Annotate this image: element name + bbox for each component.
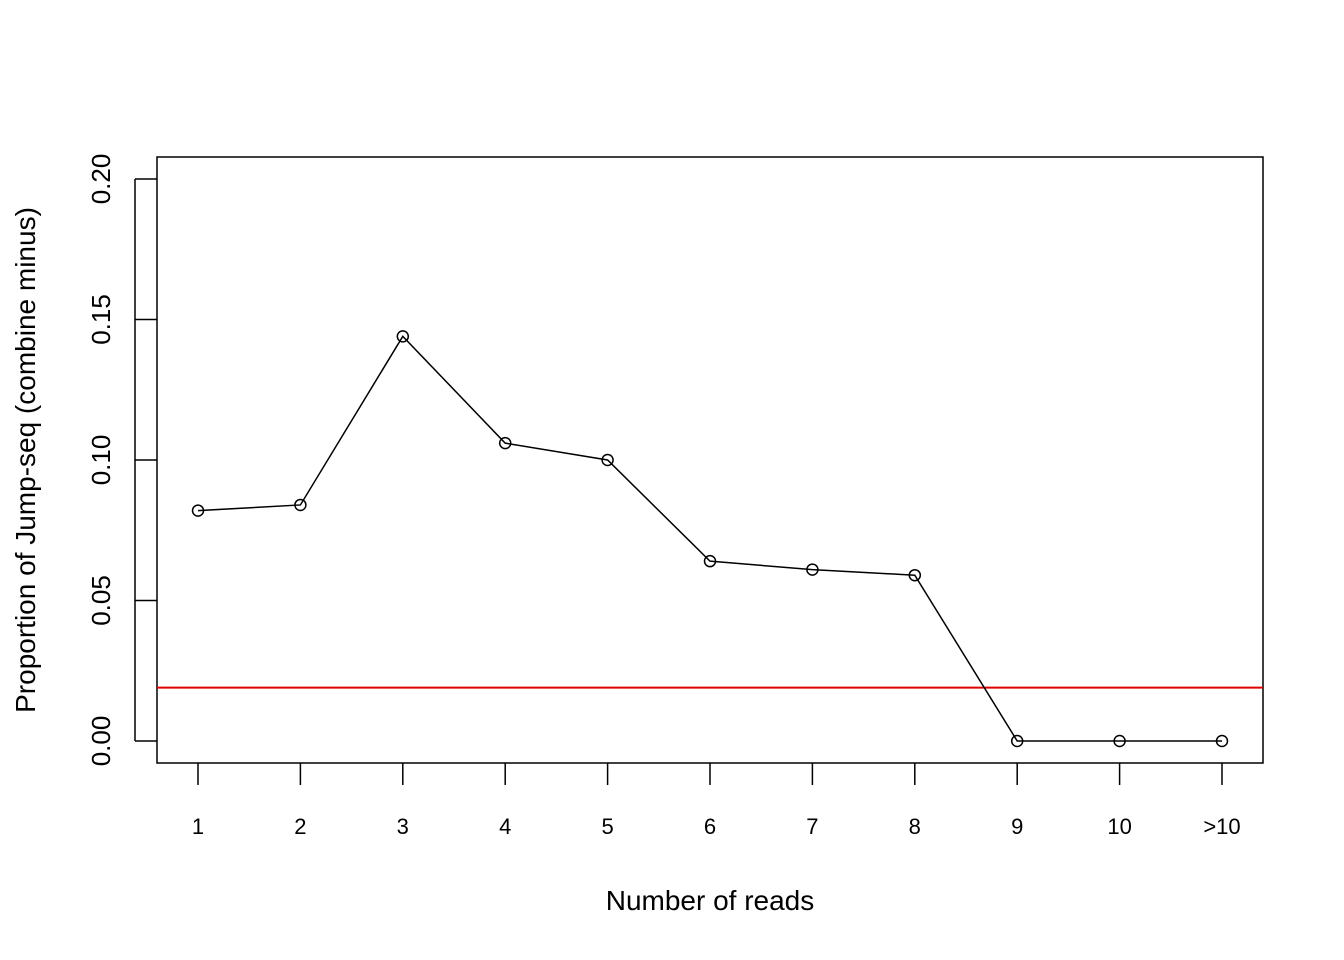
x-tick-label: 9 xyxy=(1011,814,1023,839)
data-point xyxy=(396,330,410,343)
y-tick-label: 0.10 xyxy=(86,435,116,486)
plot-frame xyxy=(156,156,1264,764)
data-point xyxy=(498,436,512,450)
plot-area xyxy=(156,156,1264,764)
x-tick-label: 8 xyxy=(909,814,921,839)
x-tick-label: 6 xyxy=(704,814,716,839)
data-point xyxy=(1010,734,1024,748)
y-tick-label: 0.20 xyxy=(86,154,116,205)
x-tick-label: 7 xyxy=(806,814,818,839)
data-point xyxy=(703,554,717,568)
series-line xyxy=(197,335,1222,742)
x-tick-label: 10 xyxy=(1107,814,1131,839)
x-tick-label: 3 xyxy=(397,814,409,839)
data-point xyxy=(806,563,819,576)
x-tick-label: 4 xyxy=(499,814,511,839)
x-tick-label: 2 xyxy=(294,814,306,839)
y-tick-label: 0.05 xyxy=(86,575,116,626)
data-point xyxy=(191,504,205,517)
x-axis: 1 2 3 4 5 6 7 8 9 10 >10 xyxy=(192,763,1241,839)
x-axis-title: Number of reads xyxy=(606,885,815,916)
y-tick-label: 0.00 xyxy=(86,716,116,767)
x-tick-label: 5 xyxy=(601,814,613,839)
data-point xyxy=(294,498,307,512)
data-point xyxy=(908,568,922,582)
x-tick-label: 1 xyxy=(192,814,204,839)
y-axis-title: Proportion of Jump-seq (combine minus) xyxy=(10,207,41,713)
x-tick-label: >10 xyxy=(1203,814,1240,839)
y-axis: 0.00 0.05 0.10 0.15 0.20 xyxy=(86,154,157,767)
data-point xyxy=(1215,734,1229,748)
y-tick-label: 0.15 xyxy=(86,294,116,345)
data-point xyxy=(1113,734,1126,748)
data-point xyxy=(601,453,614,467)
